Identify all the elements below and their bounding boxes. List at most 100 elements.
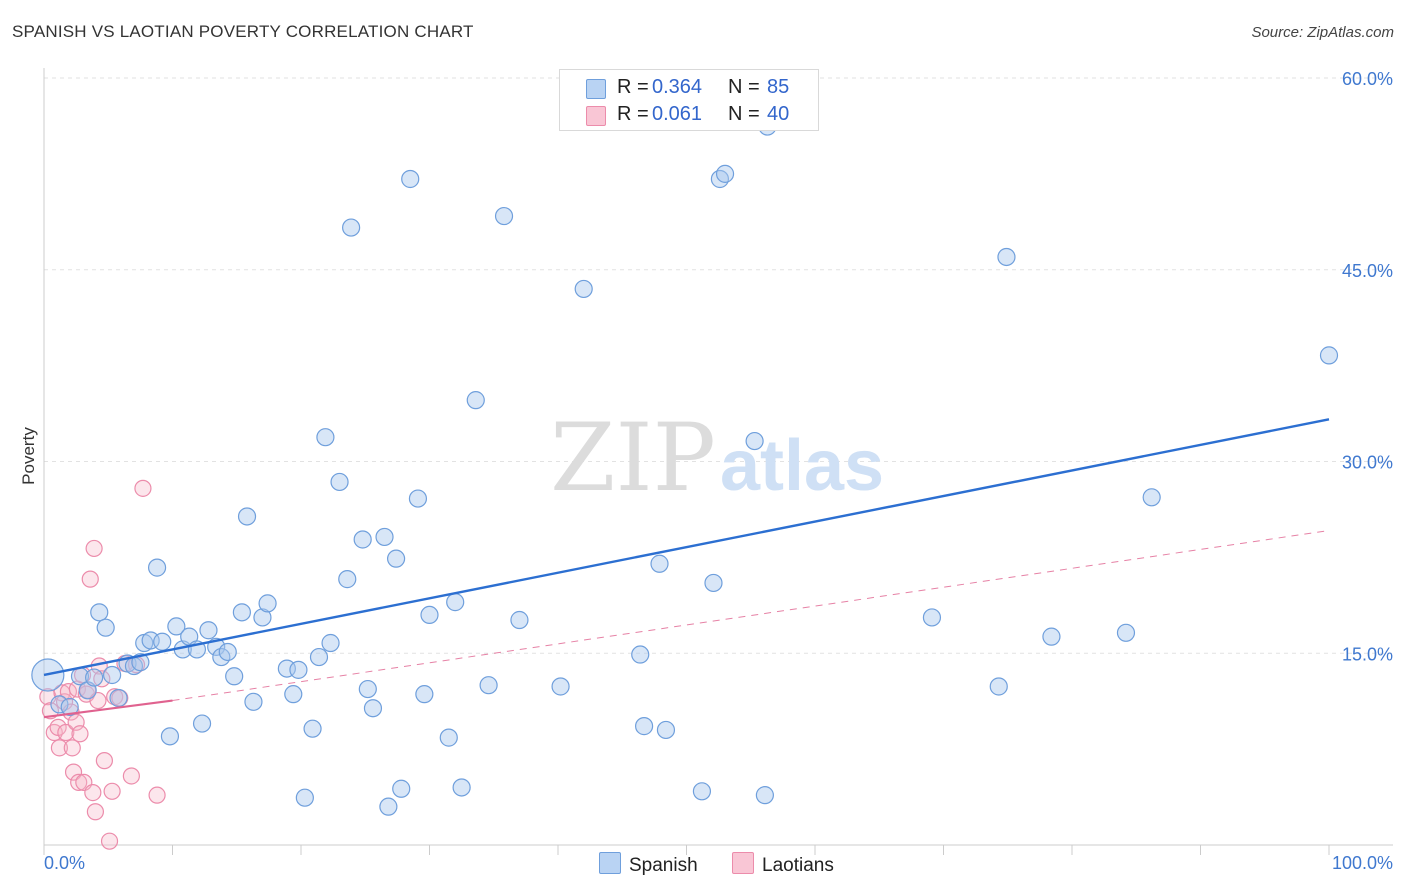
bottom-legend-spanish[interactable]: Spanish xyxy=(599,852,698,877)
spanish-point xyxy=(225,667,244,686)
x-tick-label-max: 100.0% xyxy=(1332,853,1393,873)
spanish-point xyxy=(338,570,357,589)
y-tick-labels: 15.0% 30.0% 45.0% 60.0% xyxy=(1342,69,1393,664)
spanish-point xyxy=(284,685,303,704)
laotian-point xyxy=(84,783,102,802)
laotian-n-label: N = xyxy=(728,103,760,125)
spanish-point xyxy=(141,631,160,650)
spanish-point xyxy=(244,692,263,711)
spanish-point xyxy=(167,617,186,636)
spanish-point xyxy=(710,169,730,189)
spanish-point xyxy=(160,727,180,746)
spanish-point xyxy=(363,699,383,718)
spanish-point xyxy=(379,797,398,816)
laotian-point xyxy=(81,570,99,588)
spanish-point xyxy=(439,728,458,747)
laotian-legend-swatch xyxy=(732,852,754,874)
y-tick-label: 60.0% xyxy=(1342,69,1393,89)
laotian-r-value: 0.061 xyxy=(652,103,703,125)
laotian-point xyxy=(95,752,113,770)
laotian-point xyxy=(63,739,81,757)
spanish-point xyxy=(755,786,774,805)
spanish-point xyxy=(103,665,122,685)
laotian-r-label: R = xyxy=(617,103,649,125)
legend-row-laotian: R = 0.061 N = 40 xyxy=(560,101,818,127)
laotian-point xyxy=(100,832,119,850)
x-tick-labels: 0.0% 100.0% xyxy=(44,853,1393,873)
spanish-point xyxy=(131,653,150,672)
spanish-point xyxy=(192,714,212,733)
spanish-point xyxy=(258,594,277,613)
spanish-n-label: N = xyxy=(728,76,760,98)
laotian-point xyxy=(86,803,105,821)
spanish-point xyxy=(574,279,593,299)
spanish-n-value: 85 xyxy=(767,76,790,98)
spanish-point xyxy=(85,668,104,687)
spanish-point xyxy=(237,507,257,526)
spanish-point xyxy=(353,530,372,549)
laotian-point xyxy=(122,767,140,785)
spanish-point xyxy=(90,603,109,622)
watermark-atlas: atlas xyxy=(720,426,884,506)
laotian-point xyxy=(57,723,75,742)
spanish-point xyxy=(96,618,115,637)
spanish-trend-line xyxy=(43,418,1330,677)
spanish-point xyxy=(1042,627,1061,646)
spanish-point xyxy=(358,679,377,699)
spanish-point xyxy=(452,778,471,797)
spanish-point xyxy=(420,605,439,625)
spanish-point xyxy=(408,489,428,508)
spanish-point xyxy=(303,719,322,738)
spanish-point xyxy=(321,633,340,653)
laotian-point xyxy=(103,782,121,800)
spanish-point xyxy=(1142,488,1161,507)
chart-title: SPANISH VS LAOTIAN POVERTY CORRELATION C… xyxy=(12,22,474,41)
spanish-point xyxy=(510,610,529,630)
spanish-legend-label: Spanish xyxy=(629,855,698,876)
source-credit: Source: ZipAtlas.com xyxy=(1251,24,1394,41)
spanish-point xyxy=(494,206,514,226)
x-ticks xyxy=(43,845,1330,855)
spanish-legend-swatch xyxy=(599,852,621,874)
spanish-r-label: R = xyxy=(617,76,649,98)
spanish-point xyxy=(316,428,335,447)
spanish-point xyxy=(109,688,128,708)
spanish-point xyxy=(289,660,308,679)
spanish-point xyxy=(551,677,570,696)
laotian-n-value: 40 xyxy=(767,103,790,125)
laotian-legend-label: Laotians xyxy=(762,855,834,876)
laotian-trend-line xyxy=(43,699,173,719)
spanish-point xyxy=(153,632,172,651)
gridlines xyxy=(44,77,1393,654)
spanish-point xyxy=(989,677,1008,696)
legend-row-spanish: R = 0.364 N = 85 xyxy=(560,74,818,100)
spanish-point xyxy=(309,647,329,667)
bottom-legend-laotians[interactable]: Laotians xyxy=(732,852,834,877)
laotian-swatch xyxy=(586,106,606,126)
correlation-legend: R = 0.364 N = 85 R = 0.061 N = 40 xyxy=(559,69,819,131)
watermark: ZIP atlas xyxy=(550,404,884,513)
watermark-zip: ZIP xyxy=(550,404,716,513)
spanish-point xyxy=(277,659,296,678)
spanish-point xyxy=(218,642,237,662)
trend-lines xyxy=(43,418,1330,719)
spanish-point xyxy=(401,169,420,189)
spanish-point xyxy=(147,558,167,577)
spanish-point xyxy=(60,697,79,717)
spanish-point xyxy=(997,247,1016,267)
laotian-point xyxy=(71,725,89,743)
spanish-point xyxy=(446,593,465,612)
spanish-point xyxy=(479,676,498,695)
laotian-point xyxy=(93,670,111,688)
spanish-point xyxy=(232,603,251,622)
spanish-point xyxy=(656,720,676,740)
spanish-point xyxy=(466,391,485,410)
spanish-swatch xyxy=(586,79,606,99)
laotian-point xyxy=(134,479,152,497)
spanish-point xyxy=(704,573,723,593)
spanish-point xyxy=(295,788,314,807)
spanish-point xyxy=(253,608,272,627)
spanish-point xyxy=(715,164,735,183)
spanish-point xyxy=(199,621,218,640)
